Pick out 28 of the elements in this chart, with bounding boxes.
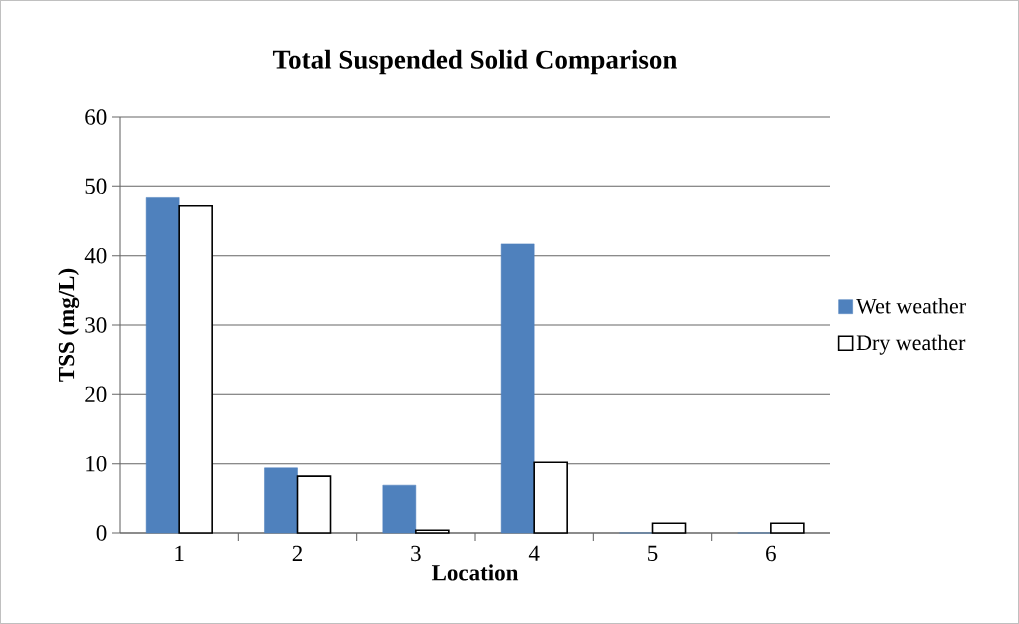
bar xyxy=(500,243,535,534)
legend-label: Dry weather xyxy=(856,334,966,355)
bar xyxy=(415,529,450,534)
y-tick-label: 20 xyxy=(85,386,107,403)
x-axis-title: Location xyxy=(431,564,519,581)
y-tick-label: 0 xyxy=(96,525,107,541)
chart-title: Total Suspended Solid Comparison xyxy=(272,49,678,75)
y-tick-label: 60 xyxy=(85,109,107,125)
x-tick-label: 4 xyxy=(528,545,540,561)
x-tick-label: 5 xyxy=(648,545,658,561)
bar xyxy=(264,467,298,534)
legend-label: Wet weather xyxy=(856,298,966,314)
y-axis-title: TSS (mg/L) xyxy=(58,268,80,382)
bar xyxy=(382,484,417,534)
x-tick-label: 6 xyxy=(766,545,776,562)
y-tick-label: 50 xyxy=(85,178,107,195)
bar xyxy=(178,204,213,534)
bar xyxy=(145,197,180,534)
y-tick-label: 40 xyxy=(84,247,107,264)
bar xyxy=(533,461,568,534)
bar xyxy=(651,522,687,534)
x-tick-label: 2 xyxy=(292,545,302,561)
y-tick-label: 30 xyxy=(85,317,107,333)
x-tick-label: 3 xyxy=(411,545,421,562)
bar xyxy=(296,475,332,534)
bar xyxy=(770,522,805,534)
y-tick-label: 10 xyxy=(86,455,107,472)
x-tick-label: 1 xyxy=(175,545,184,561)
